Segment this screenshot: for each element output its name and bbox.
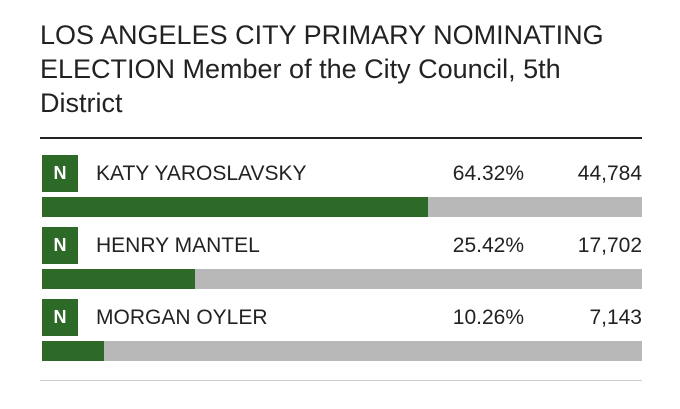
bar: [42, 269, 195, 289]
bar: [42, 197, 428, 217]
divider: [40, 380, 642, 381]
vote-percent: 25.42%: [452, 234, 524, 257]
bar-track: [42, 197, 642, 217]
candidate-row: N HENRY MANTEL 25.42% 17,702: [0, 227, 680, 299]
candidate-row: N KATY YAROSLAVSKY 64.32% 44,784: [0, 155, 680, 227]
divider: [40, 137, 642, 139]
vote-percent: 10.26%: [452, 306, 524, 329]
candidate-row: N MORGAN OYLER 10.26% 7,143: [0, 299, 680, 371]
party-badge: N: [42, 299, 78, 336]
vote-count: 44,784: [577, 162, 642, 185]
vote-count: 7,143: [589, 306, 642, 329]
candidate-name: KATY YAROSLAVSKY: [96, 162, 307, 185]
vote-count: 17,702: [577, 234, 642, 257]
party-badge: N: [42, 227, 78, 264]
party-badge: N: [42, 155, 78, 192]
candidate-name: HENRY MANTEL: [96, 234, 260, 257]
title: LOS ANGELES CITY PRIMARY NOMINATING ELEC…: [40, 20, 604, 118]
candidate-name: MORGAN OYLER: [96, 306, 268, 329]
vote-percent: 64.32%: [452, 162, 524, 185]
bar-track: [42, 269, 642, 289]
bar-track: [42, 341, 642, 361]
bar: [42, 341, 104, 361]
